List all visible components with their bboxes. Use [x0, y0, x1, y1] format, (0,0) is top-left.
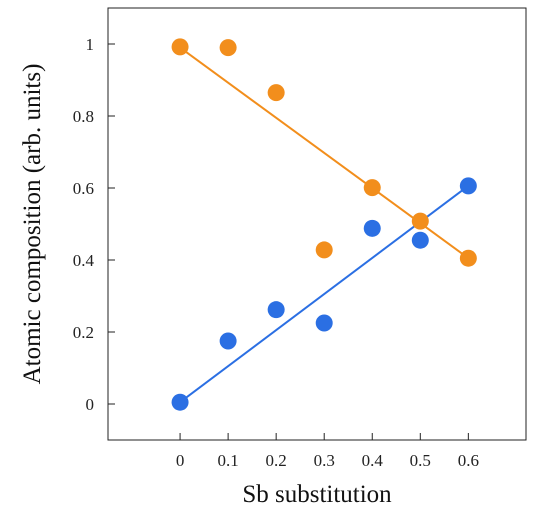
plot-frame	[107, 7, 527, 441]
data-points	[171, 38, 477, 411]
data-point	[171, 393, 189, 411]
x-axis-title: Sb substitution	[242, 481, 392, 508]
data-point	[315, 314, 333, 332]
data-point	[363, 219, 381, 237]
data-point	[363, 179, 381, 197]
data-point	[459, 177, 477, 195]
data-point	[411, 231, 429, 249]
data-point	[267, 84, 285, 102]
data-point	[459, 249, 477, 267]
x-tick-label: 0.5	[410, 451, 431, 470]
data-point	[315, 241, 333, 259]
x-tick-label: 0.3	[314, 451, 335, 470]
x-tick-label: 0.4	[362, 451, 384, 470]
y-axis-title: Atomic composition (arb. units)	[19, 64, 46, 385]
y-tick-label: 0.6	[73, 179, 94, 198]
x-tick-label: 0.6	[458, 451, 479, 470]
data-point	[219, 39, 237, 57]
x-axis-ticks: 0 0.1 0.2 0.3 0.4 0.5 0.6	[176, 433, 479, 470]
x-tick-label: 0.1	[217, 451, 238, 470]
y-tick-label: 0.2	[73, 323, 94, 342]
x-tick-label: 0	[176, 451, 185, 470]
data-point	[411, 212, 429, 230]
x-tick-label: 0.2	[266, 451, 287, 470]
data-point	[171, 38, 189, 56]
data-point	[219, 332, 237, 350]
y-tick-label: 1	[86, 35, 95, 54]
data-point	[267, 301, 285, 319]
y-axis-ticks: 0 0.2 0.4 0.6 0.8 1	[73, 35, 115, 414]
y-tick-label: 0	[86, 395, 95, 414]
y-tick-label: 0.8	[73, 107, 94, 126]
y-tick-label: 0.4	[73, 251, 95, 270]
